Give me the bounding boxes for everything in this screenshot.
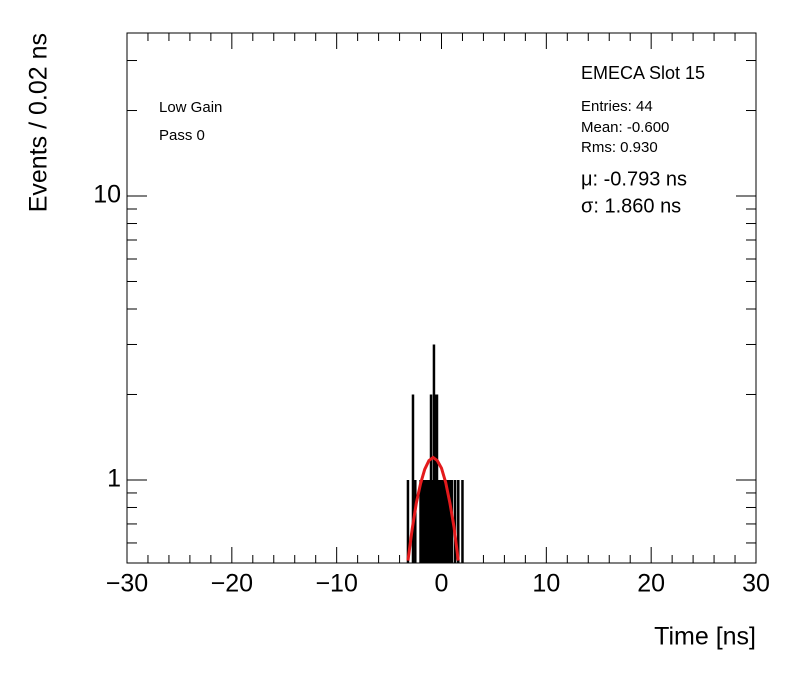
annotation: Pass 0	[159, 127, 205, 144]
x-tick-label: 30	[742, 570, 770, 598]
y-axis-label: Events / 0.02 ns	[25, 33, 53, 212]
chart-title: EMECA Slot 15	[581, 63, 705, 83]
stat: Mean: -0.600	[581, 119, 669, 136]
fit-text: μ: -0.793 ns	[581, 168, 687, 190]
x-tick-label: 10	[532, 570, 560, 598]
annotation: Low Gain	[159, 99, 222, 116]
fit-text: σ: 1.860 ns	[581, 195, 681, 217]
x-tick-label: 0	[435, 570, 449, 598]
y-tick-label: 1	[107, 465, 121, 493]
stat: Entries: 44	[581, 98, 653, 115]
fit-curve	[406, 455, 460, 561]
stat: Rms: 0.930	[581, 139, 658, 156]
x-tick-label: −10	[315, 570, 357, 598]
x-tick-label: −30	[106, 570, 148, 598]
x-tick-label: 20	[637, 570, 665, 598]
x-tick-label: −20	[211, 570, 253, 598]
x-axis-label: Time [ns]	[654, 623, 756, 651]
y-tick-label: 10	[93, 181, 121, 209]
